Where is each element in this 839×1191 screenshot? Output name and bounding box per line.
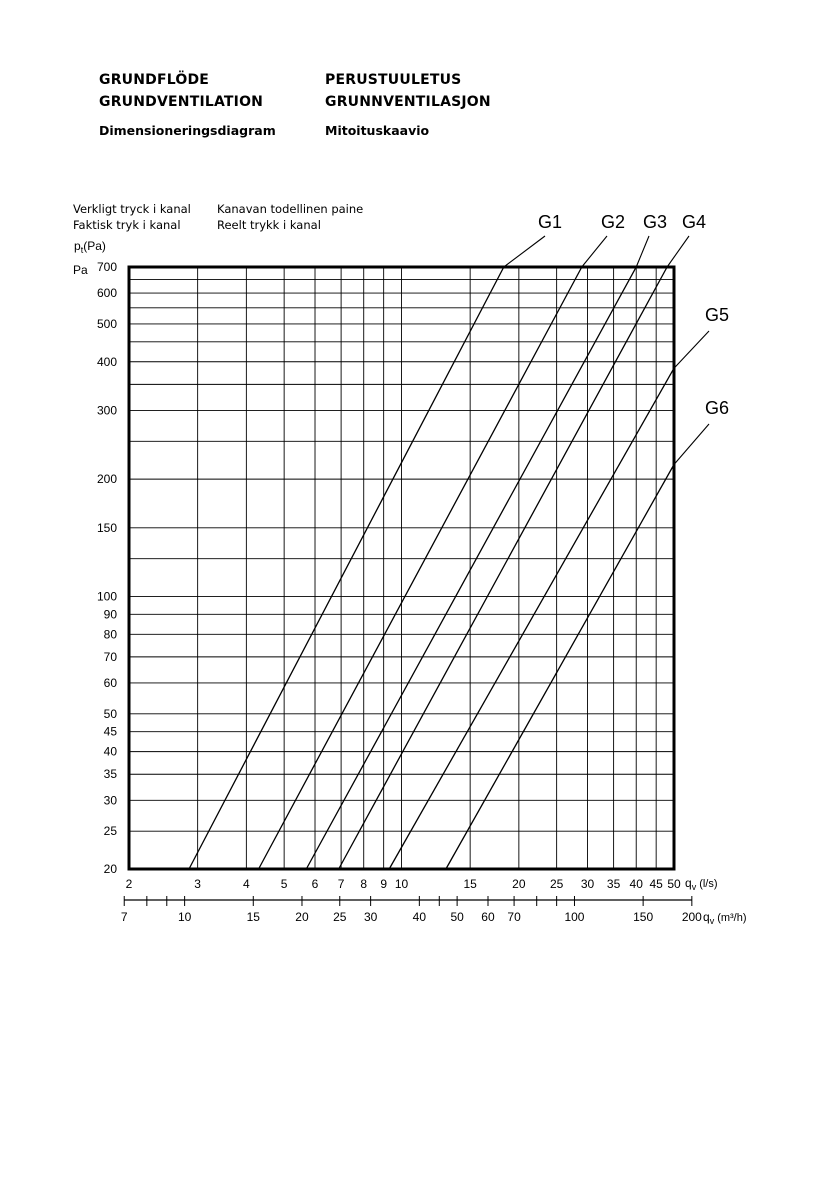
- x-tick-label-ls: 4: [243, 877, 250, 891]
- series-label-g4: G4: [682, 212, 706, 232]
- y-tick-label: 80: [104, 627, 118, 641]
- y-axis-desc-da: Faktisk tryk i kanal: [73, 218, 181, 232]
- x2-tick-label: 100: [564, 910, 584, 924]
- y-tick-label: 200: [97, 472, 117, 486]
- x2-tick-label: 40: [413, 910, 427, 924]
- x2-tick-label: 25: [333, 910, 347, 924]
- x-tick-label-ls: 45: [649, 877, 663, 891]
- series-line-g1: [188, 266, 505, 870]
- x2-tick-label: 150: [633, 910, 653, 924]
- title-left-2: GRUNDVENTILATION: [99, 94, 264, 110]
- x-tick-label-ls: 3: [194, 877, 201, 891]
- series-leader-g2: [581, 235, 608, 268]
- x-tick-label-ls: 30: [581, 877, 595, 891]
- y-tick-label: 60: [104, 676, 118, 690]
- y-axis-desc-fi: Kanavan todellinen paine: [217, 202, 364, 216]
- x2-tick-label: 60: [481, 910, 495, 924]
- y-tick-label: 30: [104, 793, 118, 807]
- y-tick-label: 700: [97, 260, 117, 274]
- x-tick-label-ls: 10: [395, 877, 409, 891]
- y-tick-label: 25: [104, 824, 118, 838]
- y-tick-label: 500: [97, 317, 117, 331]
- series-line-g3: [305, 266, 637, 870]
- y-axis-unit: Pa: [73, 263, 88, 277]
- series-line-g6: [445, 464, 675, 870]
- subtitle-left: Dimensioneringsdiagram: [99, 123, 276, 138]
- y-axis-desc-sv: Verkligt tryck i kanal: [73, 202, 191, 216]
- x-tick-label-ls: 35: [607, 877, 621, 891]
- y-tick-label: 40: [104, 745, 118, 759]
- series-label-g5: G5: [705, 305, 729, 325]
- title-right-1: PERUSTUULETUS: [325, 72, 462, 88]
- series-leader-g1: [503, 235, 546, 268]
- series-label-g2: G2: [601, 212, 625, 232]
- x-tick-label-ls: 7: [338, 877, 345, 891]
- series-labels: G1 G2 G3 G4 G5 G6: [503, 212, 729, 465]
- x-tick-label-ls: 20: [512, 877, 526, 891]
- y-tick-label: 70: [104, 650, 118, 664]
- series-leader-g4: [666, 235, 690, 268]
- series-label-g6: G6: [705, 398, 729, 418]
- x2-tick-label: 20: [295, 910, 309, 924]
- x2-tick-label: 7: [121, 910, 128, 924]
- x2-tick-label: 10: [178, 910, 192, 924]
- x2-tick-label: 30: [364, 910, 378, 924]
- y-tick-label: 100: [97, 589, 117, 603]
- x2-tick-label: 15: [247, 910, 261, 924]
- x-secondary-axis: 7 10 15 20 25 30 40 50 60 70 100 150 200: [121, 896, 702, 924]
- y-axis-desc-no: Reelt trykk i kanal: [217, 218, 321, 232]
- x2-tick-label: 50: [450, 910, 464, 924]
- x-tick-label-ls: 5: [281, 877, 288, 891]
- x-tick-label-ls: 25: [550, 877, 564, 891]
- y-tick-label: 50: [104, 707, 118, 721]
- series-label-g3: G3: [643, 212, 667, 232]
- chart-series: [188, 266, 675, 870]
- x-tick-label-ls: 9: [380, 877, 387, 891]
- y-tick-labels: 20 25 30 35 40 45 50 60 70 80 90 100 150 200 300 400 500…: [97, 260, 117, 876]
- title-left-1: GRUNDFLÖDE: [99, 72, 210, 88]
- y-tick-label: 150: [97, 521, 117, 535]
- y-tick-label: 20: [104, 862, 118, 876]
- y-tick-label: 45: [104, 725, 118, 739]
- y-tick-label: 90: [104, 607, 118, 621]
- series-leader-g6: [673, 423, 710, 465]
- subtitle-right: Mitoituskaavio: [325, 123, 430, 138]
- series-leader-g5: [673, 330, 710, 369]
- x-tick-label-ls: 6: [312, 877, 319, 891]
- x-tick-label-ls: 15: [463, 877, 477, 891]
- chart-grid: [128, 266, 675, 870]
- y-axis-symbol: pt(Pa): [74, 239, 106, 255]
- y-tick-label: 300: [97, 403, 117, 417]
- x-tick-label-ls: 50: [667, 877, 681, 891]
- y-tick-label: 35: [104, 767, 118, 781]
- x-tick-labels: 2 3 4 5 6 7 8 9 10 15 20 25 30 35 40 45 50: [126, 877, 681, 891]
- x2-tick-label: 200: [682, 910, 702, 924]
- x-tick-label-ls: 40: [630, 877, 644, 891]
- y-tick-label: 600: [97, 286, 117, 300]
- plot-frame: [127, 265, 676, 871]
- x2-tick-label: 70: [507, 910, 521, 924]
- x-tick-label-ls: 2: [126, 877, 133, 891]
- x-tick-label-ls: 8: [360, 877, 367, 891]
- series-line-g2: [258, 266, 583, 870]
- x-axis-symbol-ls: qv (l/s): [685, 876, 718, 892]
- title-right-2: GRUNNVENTILASJON: [325, 94, 491, 110]
- series-label-g1: G1: [538, 212, 562, 232]
- y-tick-label: 400: [97, 355, 117, 369]
- x-axis-symbol-m3h: qv (m³/h): [703, 910, 747, 926]
- series-line-g5: [388, 367, 675, 870]
- series-line-g4: [338, 266, 668, 870]
- series-leader-g3: [635, 235, 650, 268]
